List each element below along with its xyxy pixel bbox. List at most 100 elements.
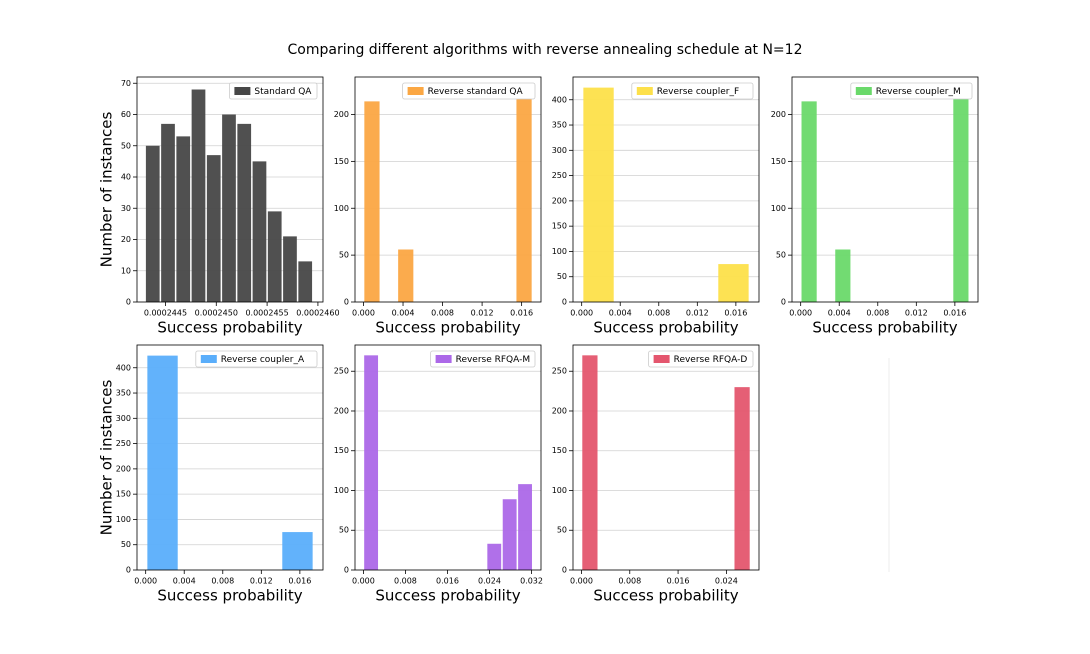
x-tick-label: 0.000	[352, 309, 375, 318]
y-tick-label: 200	[552, 406, 567, 415]
x-axis-label: Success probability	[157, 319, 302, 337]
x-tick-label: 0.024	[478, 577, 501, 586]
x-axis-label: Success probability	[593, 587, 738, 605]
legend-box	[648, 350, 754, 368]
legend-swatch	[435, 355, 452, 363]
legend-box	[228, 82, 318, 100]
x-tick-label: 0.016	[288, 577, 311, 586]
x-tick-label: 0.000	[352, 577, 375, 586]
x-tick-label: 0.016	[510, 309, 533, 318]
figure-title: Comparing different algorithms with reve…	[288, 42, 803, 58]
x-tick-label: 0.012	[905, 309, 928, 318]
y-tick-label: 70	[121, 79, 131, 88]
legend-swatch	[200, 355, 217, 363]
y-tick-label: 0	[781, 298, 786, 307]
legend-swatch	[855, 87, 872, 95]
x-tick-label: 0.000	[789, 309, 812, 318]
bar	[191, 89, 206, 302]
x-tick-label: 0.004	[173, 577, 196, 586]
x-tick-label: 0.0002460	[296, 309, 339, 318]
y-tick-label: 50	[339, 526, 349, 535]
y-axis-label: Number of instances	[98, 380, 116, 536]
legend-swatch	[407, 87, 424, 95]
y-tick-label: 400	[116, 363, 131, 372]
y-tick-label: 0	[562, 566, 567, 575]
x-tick-label: 0.016	[943, 309, 966, 318]
y-tick-label: 0	[344, 298, 349, 307]
x-axis-label: Success probability	[375, 587, 520, 605]
legend-box	[631, 82, 754, 100]
x-axis-label: Success probability	[157, 587, 302, 605]
bar	[252, 161, 267, 302]
legend-swatch	[653, 355, 670, 363]
bar	[145, 145, 160, 302]
bar	[487, 543, 502, 570]
y-tick-label: 100	[116, 515, 131, 524]
x-tick-label: 0.012	[686, 309, 709, 318]
x-tick-label: 0.0002445	[144, 309, 187, 318]
bar	[282, 532, 313, 570]
x-tick-label: 0.016	[436, 577, 459, 586]
bar	[801, 101, 817, 302]
y-tick-label: 0	[126, 298, 131, 307]
x-tick-label: 0.0002450	[195, 309, 238, 318]
y-tick-label: 350	[116, 389, 131, 398]
bar	[398, 249, 414, 302]
axes-frame	[791, 76, 979, 303]
bar	[835, 249, 851, 302]
y-tick-label: 250	[116, 439, 131, 448]
legend-label: Reverse coupler_F	[657, 87, 739, 97]
legend-label: Reverse coupler_M	[876, 87, 961, 97]
bar	[364, 101, 380, 302]
y-tick-label: 200	[116, 464, 131, 473]
x-tick-label: 0.000	[134, 577, 157, 586]
x-tick-label: 0.008	[211, 577, 234, 586]
legend-label: Reverse standard QA	[428, 87, 524, 97]
y-tick-label: 300	[116, 414, 131, 423]
bar	[161, 123, 175, 302]
x-tick-label: 0.004	[828, 309, 851, 318]
bar	[364, 355, 379, 570]
bar	[267, 211, 282, 302]
bar	[518, 484, 532, 570]
axes-frame	[354, 76, 542, 303]
y-tick-label: 150	[334, 157, 349, 166]
x-axis-label: Success probability	[375, 319, 520, 337]
y-tick-label: 60	[121, 110, 131, 119]
y-tick-label: 100	[552, 486, 567, 495]
y-tick-label: 200	[771, 110, 786, 119]
y-tick-label: 250	[334, 367, 349, 376]
bar	[298, 261, 313, 302]
y-tick-label: 20	[121, 235, 131, 244]
bar	[222, 114, 236, 302]
x-tick-label: 0.024	[715, 577, 738, 586]
y-tick-label: 100	[334, 204, 349, 213]
y-tick-label: 50	[557, 526, 567, 535]
bar	[502, 499, 517, 570]
bar	[516, 87, 532, 302]
y-tick-label: 10	[121, 266, 131, 275]
x-tick-label: 0.004	[392, 309, 415, 318]
x-tick-label: 0.012	[250, 577, 273, 586]
y-tick-label: 30	[121, 204, 131, 213]
bar	[734, 387, 750, 570]
x-tick-label: 0.000	[570, 577, 593, 586]
y-tick-label: 150	[552, 446, 567, 455]
y-tick-label: 0	[126, 566, 131, 575]
y-tick-label: 50	[121, 141, 131, 150]
x-axis-label: Success probability	[812, 319, 957, 337]
x-tick-label: 0.016	[724, 309, 747, 318]
y-tick-label: 150	[116, 490, 131, 499]
bar	[283, 236, 297, 302]
y-tick-label: 50	[121, 540, 131, 549]
bar	[718, 264, 749, 302]
y-tick-label: 0	[562, 298, 567, 307]
legend-box	[430, 350, 536, 368]
x-tick-label: 0.008	[431, 309, 454, 318]
bar	[953, 87, 969, 302]
bar	[206, 155, 221, 302]
x-tick-label: 0.008	[647, 309, 670, 318]
y-tick-label: 200	[552, 196, 567, 205]
x-tick-label: 0.012	[471, 309, 494, 318]
